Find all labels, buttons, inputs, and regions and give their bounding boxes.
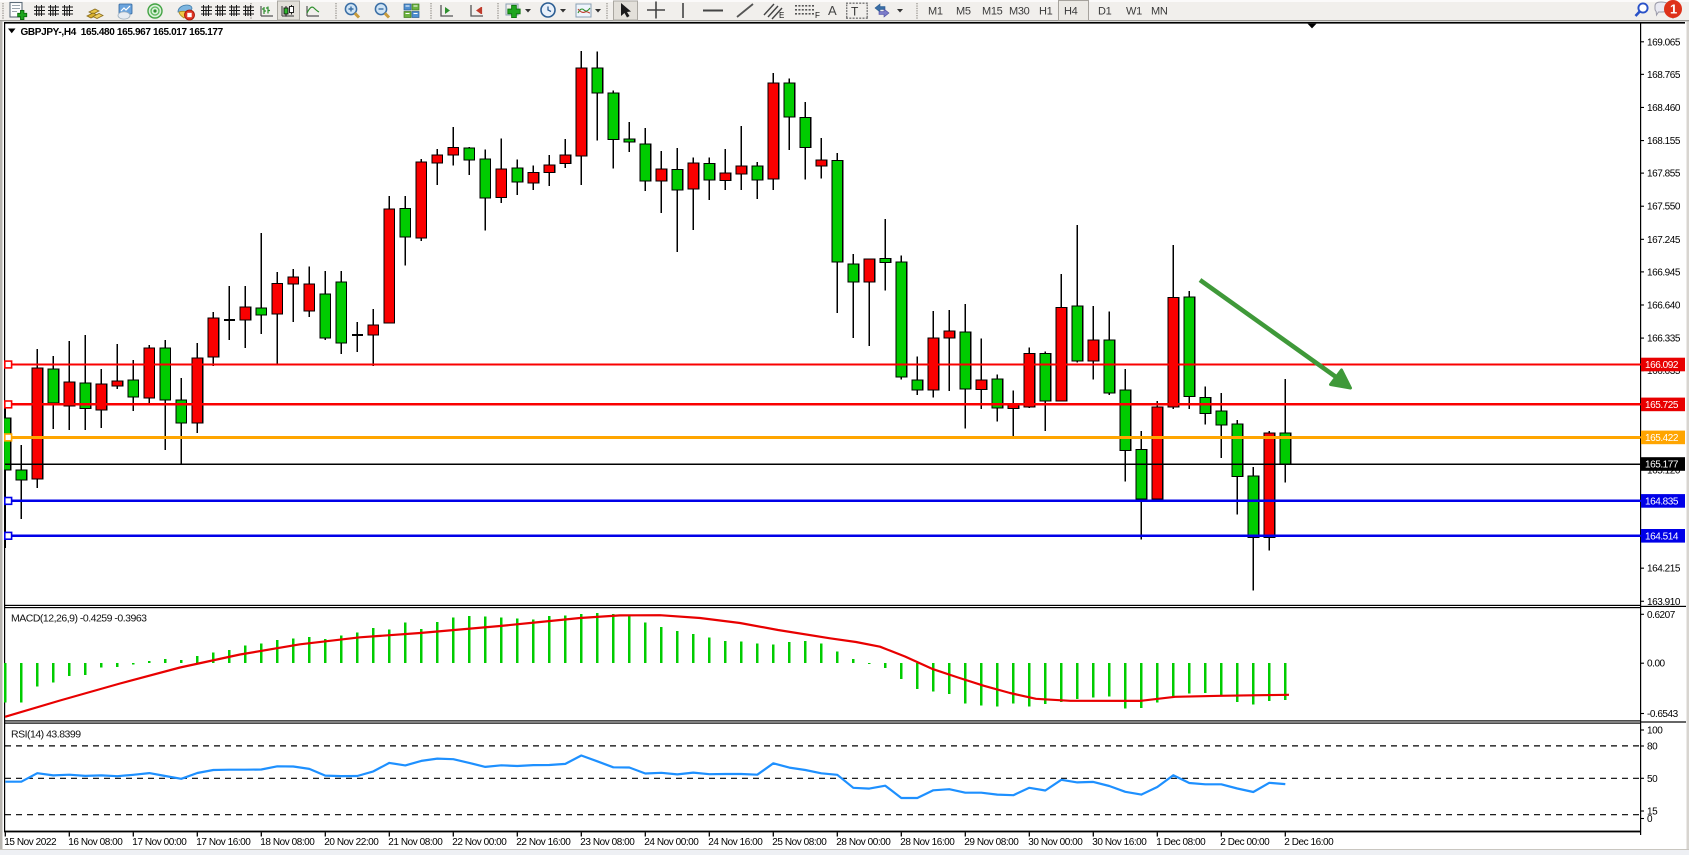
- svg-text:17 Nov 16:00: 17 Nov 16:00: [196, 837, 251, 848]
- svg-text:164.835: 164.835: [1645, 497, 1679, 508]
- svg-text:165.177: 165.177: [1645, 460, 1679, 471]
- svg-text:0.6207: 0.6207: [1647, 610, 1676, 621]
- svg-text:18 Nov 08:00: 18 Nov 08:00: [260, 837, 315, 848]
- svg-text:15 Nov 2022: 15 Nov 2022: [4, 837, 57, 848]
- svg-text:D1: D1: [1098, 6, 1112, 18]
- svg-text:165.422: 165.422: [1645, 433, 1679, 444]
- svg-text:22 Nov 16:00: 22 Nov 16:00: [516, 837, 571, 848]
- svg-text:H4: H4: [1064, 6, 1078, 18]
- svg-text:100: 100: [1647, 726, 1663, 737]
- svg-text:MN: MN: [1151, 6, 1168, 18]
- svg-text:M30: M30: [1009, 6, 1030, 18]
- svg-text:25 Nov 08:00: 25 Nov 08:00: [772, 837, 827, 848]
- svg-text:166.640: 166.640: [1647, 300, 1681, 311]
- svg-text:17 Nov 00:00: 17 Nov 00:00: [132, 837, 187, 848]
- svg-text:H1: H1: [1039, 6, 1053, 18]
- svg-text:MACD(12,26,9) -0.4259 -0.3963: MACD(12,26,9) -0.4259 -0.3963: [11, 613, 147, 625]
- svg-text:28 Nov 00:00: 28 Nov 00:00: [836, 837, 891, 848]
- svg-text:166.945: 166.945: [1647, 267, 1681, 278]
- svg-text:E: E: [779, 11, 784, 20]
- svg-text:166.092: 166.092: [1645, 360, 1679, 371]
- svg-text:167.550: 167.550: [1647, 202, 1681, 213]
- svg-text:167.855: 167.855: [1647, 169, 1681, 180]
- svg-text:F: F: [815, 11, 820, 20]
- svg-text:29 Nov 08:00: 29 Nov 08:00: [964, 837, 1019, 848]
- svg-text:M1: M1: [928, 6, 943, 18]
- svg-text:169.065: 169.065: [1647, 37, 1681, 48]
- svg-text:30 Nov 00:00: 30 Nov 00:00: [1028, 837, 1083, 848]
- svg-text:1: 1: [1670, 2, 1677, 17]
- svg-text:2 Dec 16:00: 2 Dec 16:00: [1284, 837, 1334, 848]
- svg-text:166.335: 166.335: [1647, 334, 1681, 345]
- svg-text:165.120: 165.120: [1647, 465, 1681, 476]
- svg-text:168.460: 168.460: [1647, 103, 1681, 114]
- svg-text:168.155: 168.155: [1647, 136, 1681, 147]
- svg-text:23 Nov 08:00: 23 Nov 08:00: [580, 837, 635, 848]
- svg-text:M15: M15: [982, 6, 1003, 18]
- svg-text:1 Dec 08:00: 1 Dec 08:00: [1156, 837, 1206, 848]
- svg-text:0.00: 0.00: [1647, 659, 1666, 670]
- svg-text:164.215: 164.215: [1647, 564, 1681, 575]
- svg-text:164.514: 164.514: [1645, 531, 1679, 542]
- svg-text:RSI(14) 43.8399: RSI(14) 43.8399: [11, 729, 81, 741]
- svg-text:0: 0: [1647, 814, 1653, 825]
- svg-text:T: T: [851, 5, 859, 19]
- svg-text:A: A: [828, 3, 837, 18]
- svg-text:16 Nov 08:00: 16 Nov 08:00: [68, 837, 123, 848]
- svg-text:GBPJPY-,H4 165.480 165.967 16: GBPJPY-,H4 165.480 165.967 165.017 165.1…: [21, 27, 224, 38]
- svg-text:15: 15: [1647, 807, 1658, 818]
- svg-text:163.910: 163.910: [1647, 597, 1681, 608]
- svg-text:168.765: 168.765: [1647, 70, 1681, 81]
- svg-text:166.035: 166.035: [1647, 366, 1681, 377]
- svg-text:30 Nov 16:00: 30 Nov 16:00: [1092, 837, 1147, 848]
- svg-text:-0.6543: -0.6543: [1647, 709, 1679, 720]
- svg-text:24 Nov 00:00: 24 Nov 00:00: [644, 837, 699, 848]
- svg-text:80: 80: [1647, 742, 1658, 753]
- svg-text:M5: M5: [956, 6, 971, 18]
- svg-text:50: 50: [1647, 774, 1658, 785]
- svg-text:21 Nov 08:00: 21 Nov 08:00: [388, 837, 443, 848]
- svg-text:2 Dec 00:00: 2 Dec 00:00: [1220, 837, 1270, 848]
- svg-text:20 Nov 22:00: 20 Nov 22:00: [324, 837, 379, 848]
- svg-text:28 Nov 16:00: 28 Nov 16:00: [900, 837, 955, 848]
- svg-text:165.725: 165.725: [1645, 400, 1679, 411]
- svg-text:W1: W1: [1126, 6, 1142, 18]
- svg-text:24 Nov 16:00: 24 Nov 16:00: [708, 837, 763, 848]
- svg-text:22 Nov 00:00: 22 Nov 00:00: [452, 837, 507, 848]
- svg-text:167.245: 167.245: [1647, 235, 1681, 246]
